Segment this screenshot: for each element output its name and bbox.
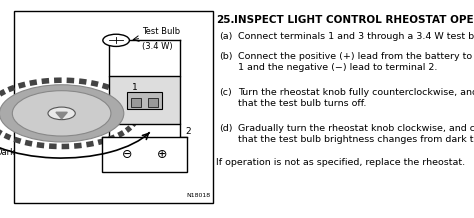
Bar <box>109 76 180 124</box>
Text: (3.4 W): (3.4 W) <box>142 42 173 51</box>
Text: 3: 3 <box>99 127 104 136</box>
Text: N18018: N18018 <box>187 193 211 198</box>
Bar <box>102 137 187 172</box>
Text: If operation is not as specified, replace the rheostat.: If operation is not as specified, replac… <box>216 158 465 167</box>
Text: Dark: Dark <box>0 148 15 157</box>
Text: Turn the rheostat knob fully counterclockwise, and check
that the test bulb turn: Turn the rheostat knob fully countercloc… <box>238 88 474 108</box>
Bar <box>127 92 162 109</box>
Text: INSPECT LIGHT CONTROL RHEOSTAT OPERATION: INSPECT LIGHT CONTROL RHEOSTAT OPERATION <box>234 15 474 25</box>
Polygon shape <box>56 112 67 119</box>
Text: 2: 2 <box>185 127 191 136</box>
Text: (d): (d) <box>219 124 233 133</box>
Text: (a): (a) <box>219 32 233 41</box>
Bar <box>148 98 158 107</box>
Text: Connect terminals 1 and 3 through a 3.4 W test bulb.: Connect terminals 1 and 3 through a 3.4 … <box>238 32 474 41</box>
Text: (b): (b) <box>219 52 233 61</box>
Text: Connect the positive (+) lead from the battery to terminal
1 and the negative (−: Connect the positive (+) lead from the b… <box>238 52 474 72</box>
Text: ⊖: ⊖ <box>121 148 132 161</box>
Text: ⊕: ⊕ <box>157 148 168 161</box>
Bar <box>131 98 141 107</box>
Circle shape <box>48 107 75 120</box>
Text: 25.: 25. <box>216 15 234 25</box>
Bar <box>14 11 213 203</box>
Text: (c): (c) <box>219 88 232 97</box>
Circle shape <box>12 91 111 136</box>
Circle shape <box>0 85 124 142</box>
Circle shape <box>103 34 129 46</box>
Text: Test Bulb: Test Bulb <box>142 27 180 36</box>
Text: Gradually turn the rheostat knob clockwise, and check
that the test bulb brightn: Gradually turn the rheostat knob clockwi… <box>238 124 474 144</box>
Text: 1: 1 <box>132 83 138 92</box>
